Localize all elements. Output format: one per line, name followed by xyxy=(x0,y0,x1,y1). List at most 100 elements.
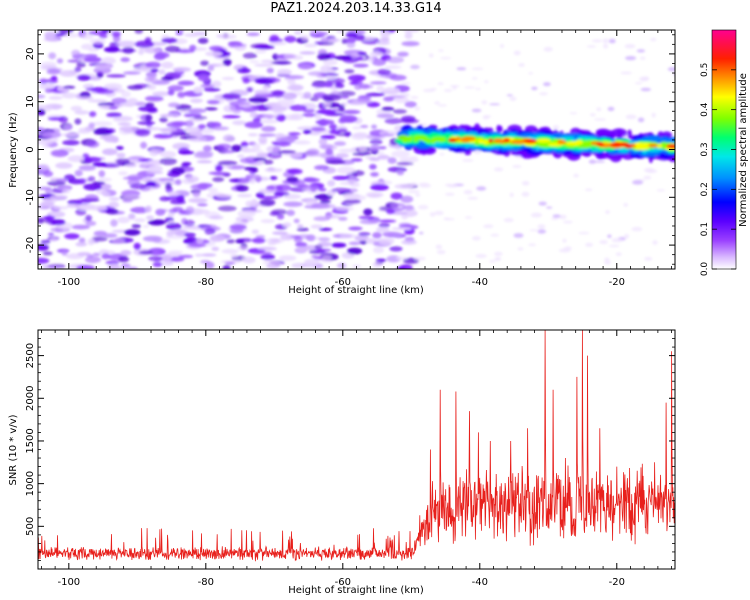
spectrogram-noise-blob xyxy=(215,193,233,198)
y-tick-label: 500 xyxy=(25,517,36,536)
spectrogram-noise-blob xyxy=(588,159,597,164)
spectrogram-noise-blob xyxy=(552,125,560,130)
spectrogram-noise-blob xyxy=(382,87,401,95)
snr-series-line xyxy=(38,330,675,562)
spectrogram-noise-blob xyxy=(489,260,496,263)
spectrogram-noise-blob xyxy=(302,108,315,113)
spectrogram-noise-blob xyxy=(211,246,220,251)
spectrogram-noise-blob xyxy=(392,109,407,114)
spectrogram-noise-blob xyxy=(232,120,247,126)
spectrogram-noise-blob xyxy=(471,108,482,113)
spectrogram-noise-blob xyxy=(207,187,218,193)
spectrogram-noise-blob xyxy=(272,231,288,236)
spectrogram-noise-blob xyxy=(417,204,429,210)
spectrogram-noise-blob xyxy=(472,236,481,241)
spectrogram-noise-blob xyxy=(318,138,328,146)
spectrogram-noise-blob xyxy=(159,116,168,123)
spectrogram-noise-blob xyxy=(537,229,547,234)
spectrogram-noise-blob xyxy=(40,201,55,207)
spectrogram-noise-blob xyxy=(103,46,120,53)
spectrogram-noise-blob xyxy=(389,74,407,81)
spectrogram-noise-blob xyxy=(318,227,333,231)
spectrogram-noise-blob xyxy=(44,103,63,110)
spectrogram-noise-blob xyxy=(387,166,407,173)
spectrogram-noise-blob xyxy=(586,45,597,48)
spectrogram-noise-blob xyxy=(569,112,578,115)
spectrogram-noise-blob xyxy=(232,101,251,105)
spectrogram-noise-blob xyxy=(644,257,653,261)
spectrogram-noise-blob xyxy=(440,57,452,60)
spectrogram-noise-blob xyxy=(481,100,488,105)
spectrogram-noise-blob xyxy=(277,214,285,220)
spectrogram-noise-blob xyxy=(103,233,118,239)
spectrogram-noise-blob xyxy=(625,56,637,61)
spectrogram-noise-blob xyxy=(338,148,358,153)
spectrogram-noise-blob xyxy=(88,122,95,129)
spectrogram-noise-blob xyxy=(353,63,369,68)
spectrogram-noise-blob xyxy=(108,201,120,209)
spectrogram-noise-blob xyxy=(55,162,73,169)
spectrogram-noise-blob xyxy=(475,254,487,258)
spectrogram-noise-blob xyxy=(625,114,637,120)
spectrogram-noise-blob xyxy=(305,177,320,183)
spectrogram-noise-blob xyxy=(39,83,56,90)
spectrogram-noise-blob xyxy=(226,239,235,244)
spectrogram-noise-blob xyxy=(316,31,329,36)
spectrogram-noise-blob xyxy=(314,193,333,200)
spectrogram-noise-blob xyxy=(152,239,171,244)
spectrogram-noise-blob xyxy=(380,30,391,38)
spectrogram-noise-blob xyxy=(131,224,141,229)
spectrogram-noise-blob xyxy=(42,37,60,42)
spectrogram-noise-blob xyxy=(175,30,184,33)
spectrogram-noise-blob xyxy=(377,154,390,160)
spectrogram-noise-blob xyxy=(38,217,45,224)
spectrogram-noise-blob xyxy=(252,117,262,123)
spectrogram-noise-blob xyxy=(169,256,185,262)
spectrogram-noise-blob xyxy=(429,212,436,217)
spectrogram-tone-blob xyxy=(430,138,437,144)
spectrogram-noise-blob xyxy=(338,90,356,97)
spectrogram-noise-blob xyxy=(444,218,455,221)
spectrogram-noise-blob xyxy=(384,65,402,69)
spectrogram-noise-blob xyxy=(78,237,86,244)
spectrogram-noise-blob xyxy=(102,148,118,156)
spectrogram-noise-blob xyxy=(116,40,137,48)
spectrogram-noise-blob xyxy=(358,95,372,99)
spectrogram-noise-blob xyxy=(170,132,190,136)
spectrogram-noise-blob xyxy=(138,106,157,112)
spectrogram-noise-blob xyxy=(375,258,387,262)
spectrogram-noise-blob xyxy=(193,152,213,159)
spectrogram-noise-blob xyxy=(517,247,524,251)
spectrogram-noise-blob xyxy=(153,133,173,139)
spectrogram-tone-blob xyxy=(666,144,675,149)
spectrogram-noise-blob xyxy=(190,98,203,104)
spectrogram-noise-blob xyxy=(506,94,513,97)
spectrogram-noise-blob xyxy=(83,56,102,63)
spectrogram-noise-blob xyxy=(349,183,361,188)
spectrogram-heatmap xyxy=(38,30,675,269)
spectrogram-noise-blob xyxy=(108,197,120,201)
spectrogram-tone-blob xyxy=(535,138,551,143)
spectrogram-noise-blob xyxy=(376,74,387,79)
spectrogram-noise-blob xyxy=(350,52,360,59)
spectrogram-noise-blob xyxy=(578,231,590,235)
spectrogram-noise-blob xyxy=(377,68,392,76)
spectrogram-noise-blob xyxy=(400,82,411,85)
spectrogram-noise-blob xyxy=(222,93,241,100)
spectrogram-noise-blob xyxy=(277,150,297,154)
spectrogram-noise-blob xyxy=(146,171,164,175)
spectrogram-noise-blob xyxy=(144,75,158,83)
spectrogram-noise-blob xyxy=(350,158,363,162)
spectrogram-noise-blob xyxy=(314,244,323,250)
spectrogram-noise-blob xyxy=(387,157,397,164)
spectrogram-noise-blob xyxy=(282,92,297,100)
spectrogram-noise-blob xyxy=(50,149,69,157)
spectrogram-noise-blob xyxy=(188,136,207,142)
spectrogram-noise-blob xyxy=(161,61,174,69)
spectrogram-noise-blob xyxy=(137,121,156,125)
spectrogram-tone-blob xyxy=(493,138,502,144)
spectrogram-noise-blob xyxy=(42,251,53,256)
spectrogram-noise-blob xyxy=(178,151,195,155)
spectrogram-noise-blob xyxy=(370,144,380,152)
spectrogram-noise-blob xyxy=(562,238,567,243)
